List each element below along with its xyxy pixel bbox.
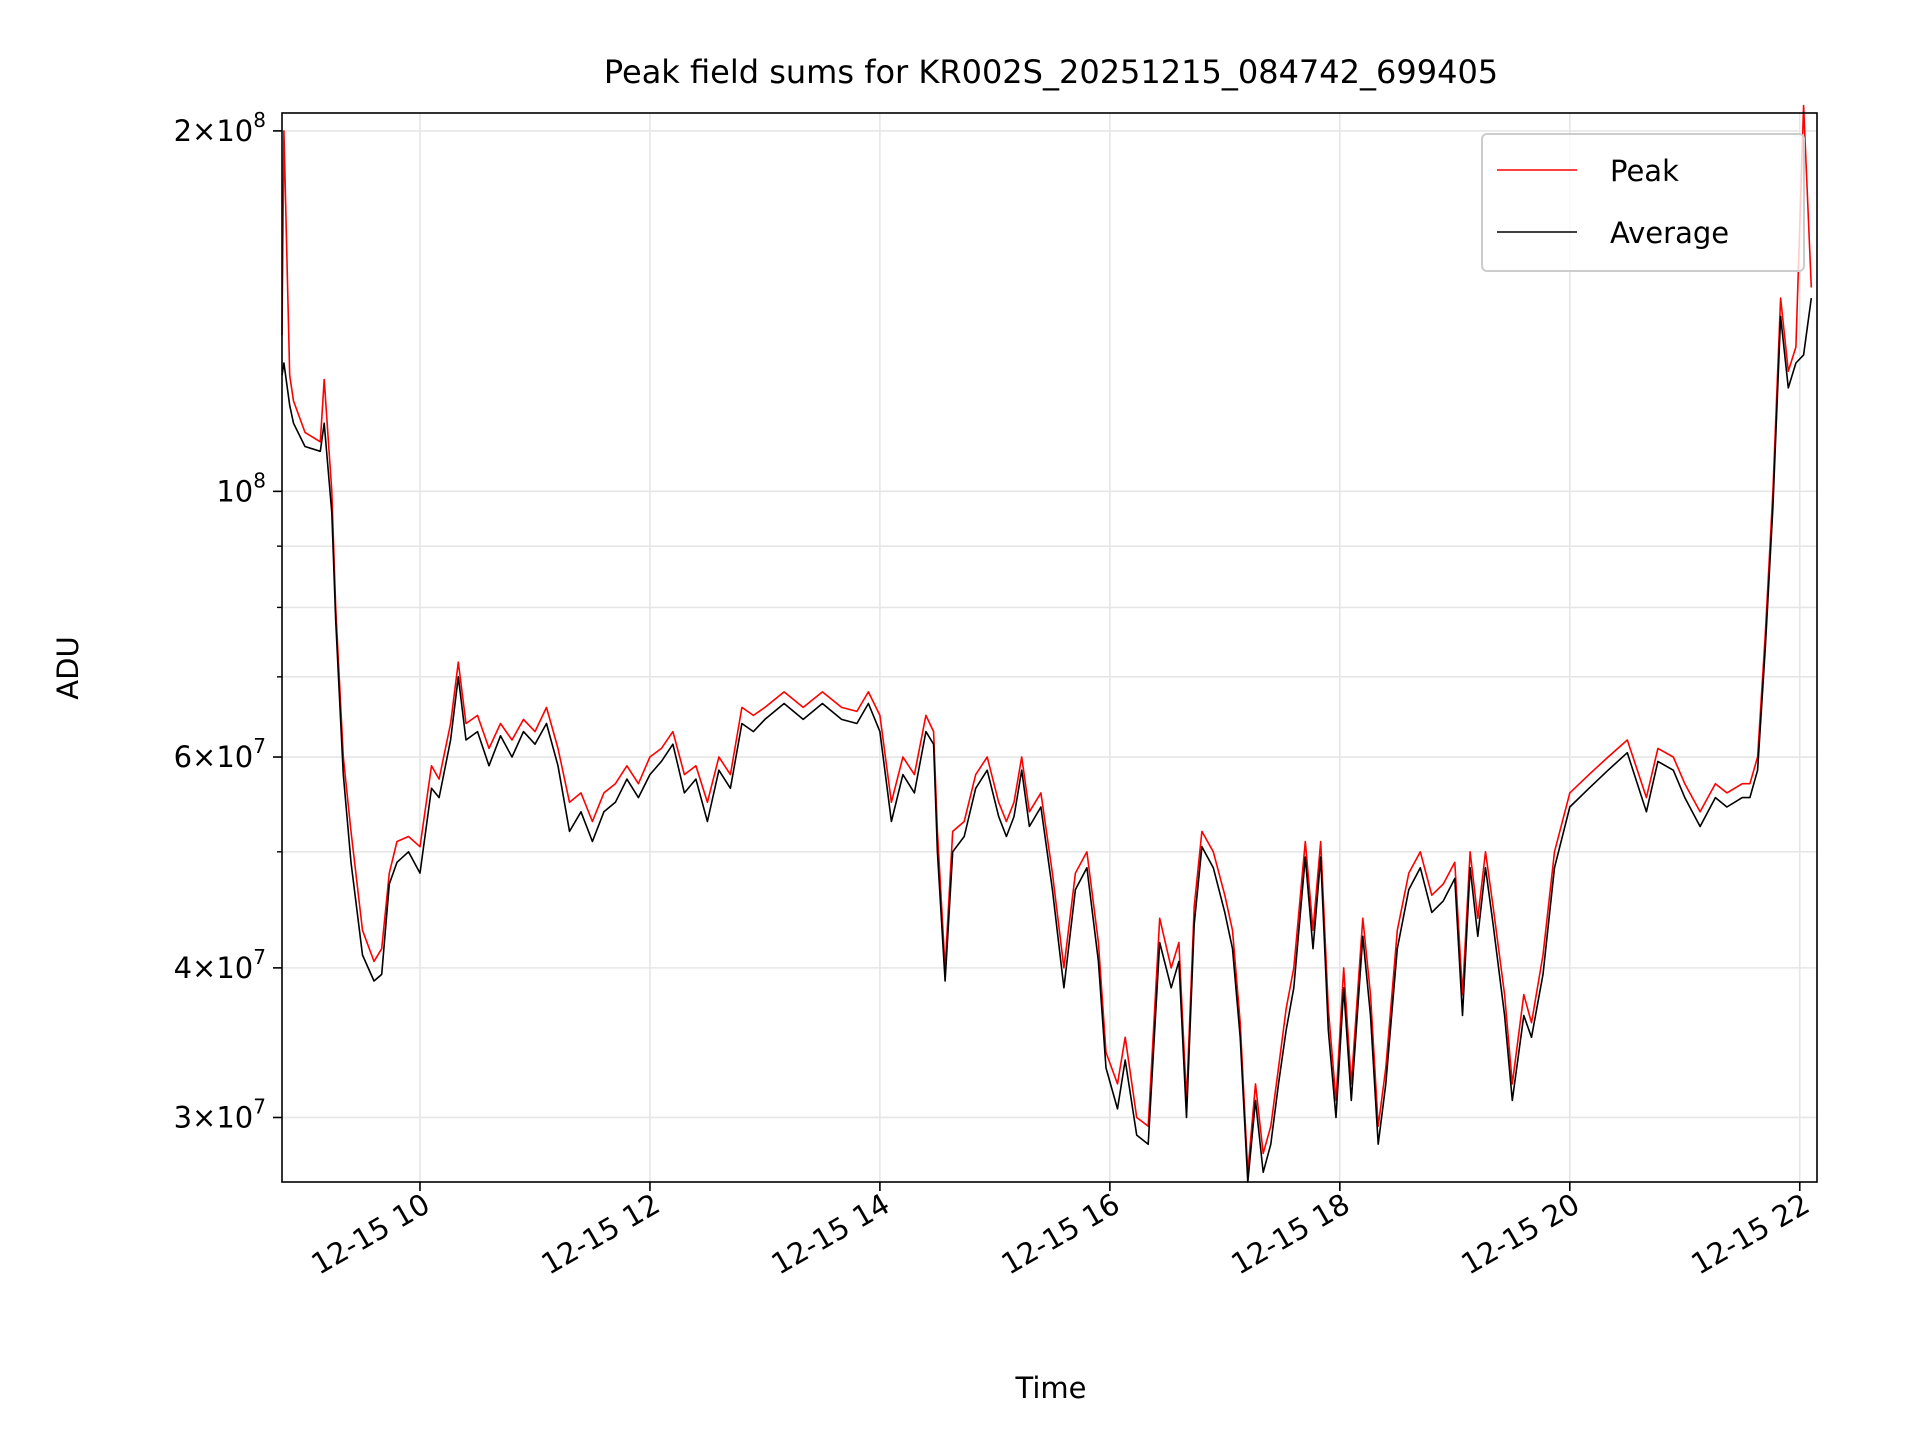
y-axis-label: ADU: [51, 636, 85, 699]
chart-title: Peak field sums for KR002S_20251215_0847…: [604, 53, 1498, 91]
y-tick-label: 6×107: [174, 734, 266, 774]
grid: [282, 113, 1817, 1182]
y-tick-label: 2×108: [174, 108, 266, 148]
legend: Peak Average: [1481, 133, 1805, 272]
series-line-average: [281, 297, 1813, 1183]
legend-peak-label: Peak: [1610, 154, 1679, 188]
x-axis-label: Time: [1015, 1371, 1087, 1405]
legend-average-label: Average: [1610, 216, 1729, 250]
series-line-peak: [281, 104, 1813, 1174]
y-tick-label: 4×107: [174, 945, 266, 985]
y-tick-label: 3×107: [174, 1094, 266, 1134]
y-tick-label: 108: [216, 468, 266, 508]
series-layer: [281, 104, 1813, 1183]
y-axis: 3×107 4×107 6×107 108 2×108: [174, 108, 282, 1134]
plot-frame: [281, 112, 1818, 1183]
legend-box: [1481, 133, 1805, 272]
